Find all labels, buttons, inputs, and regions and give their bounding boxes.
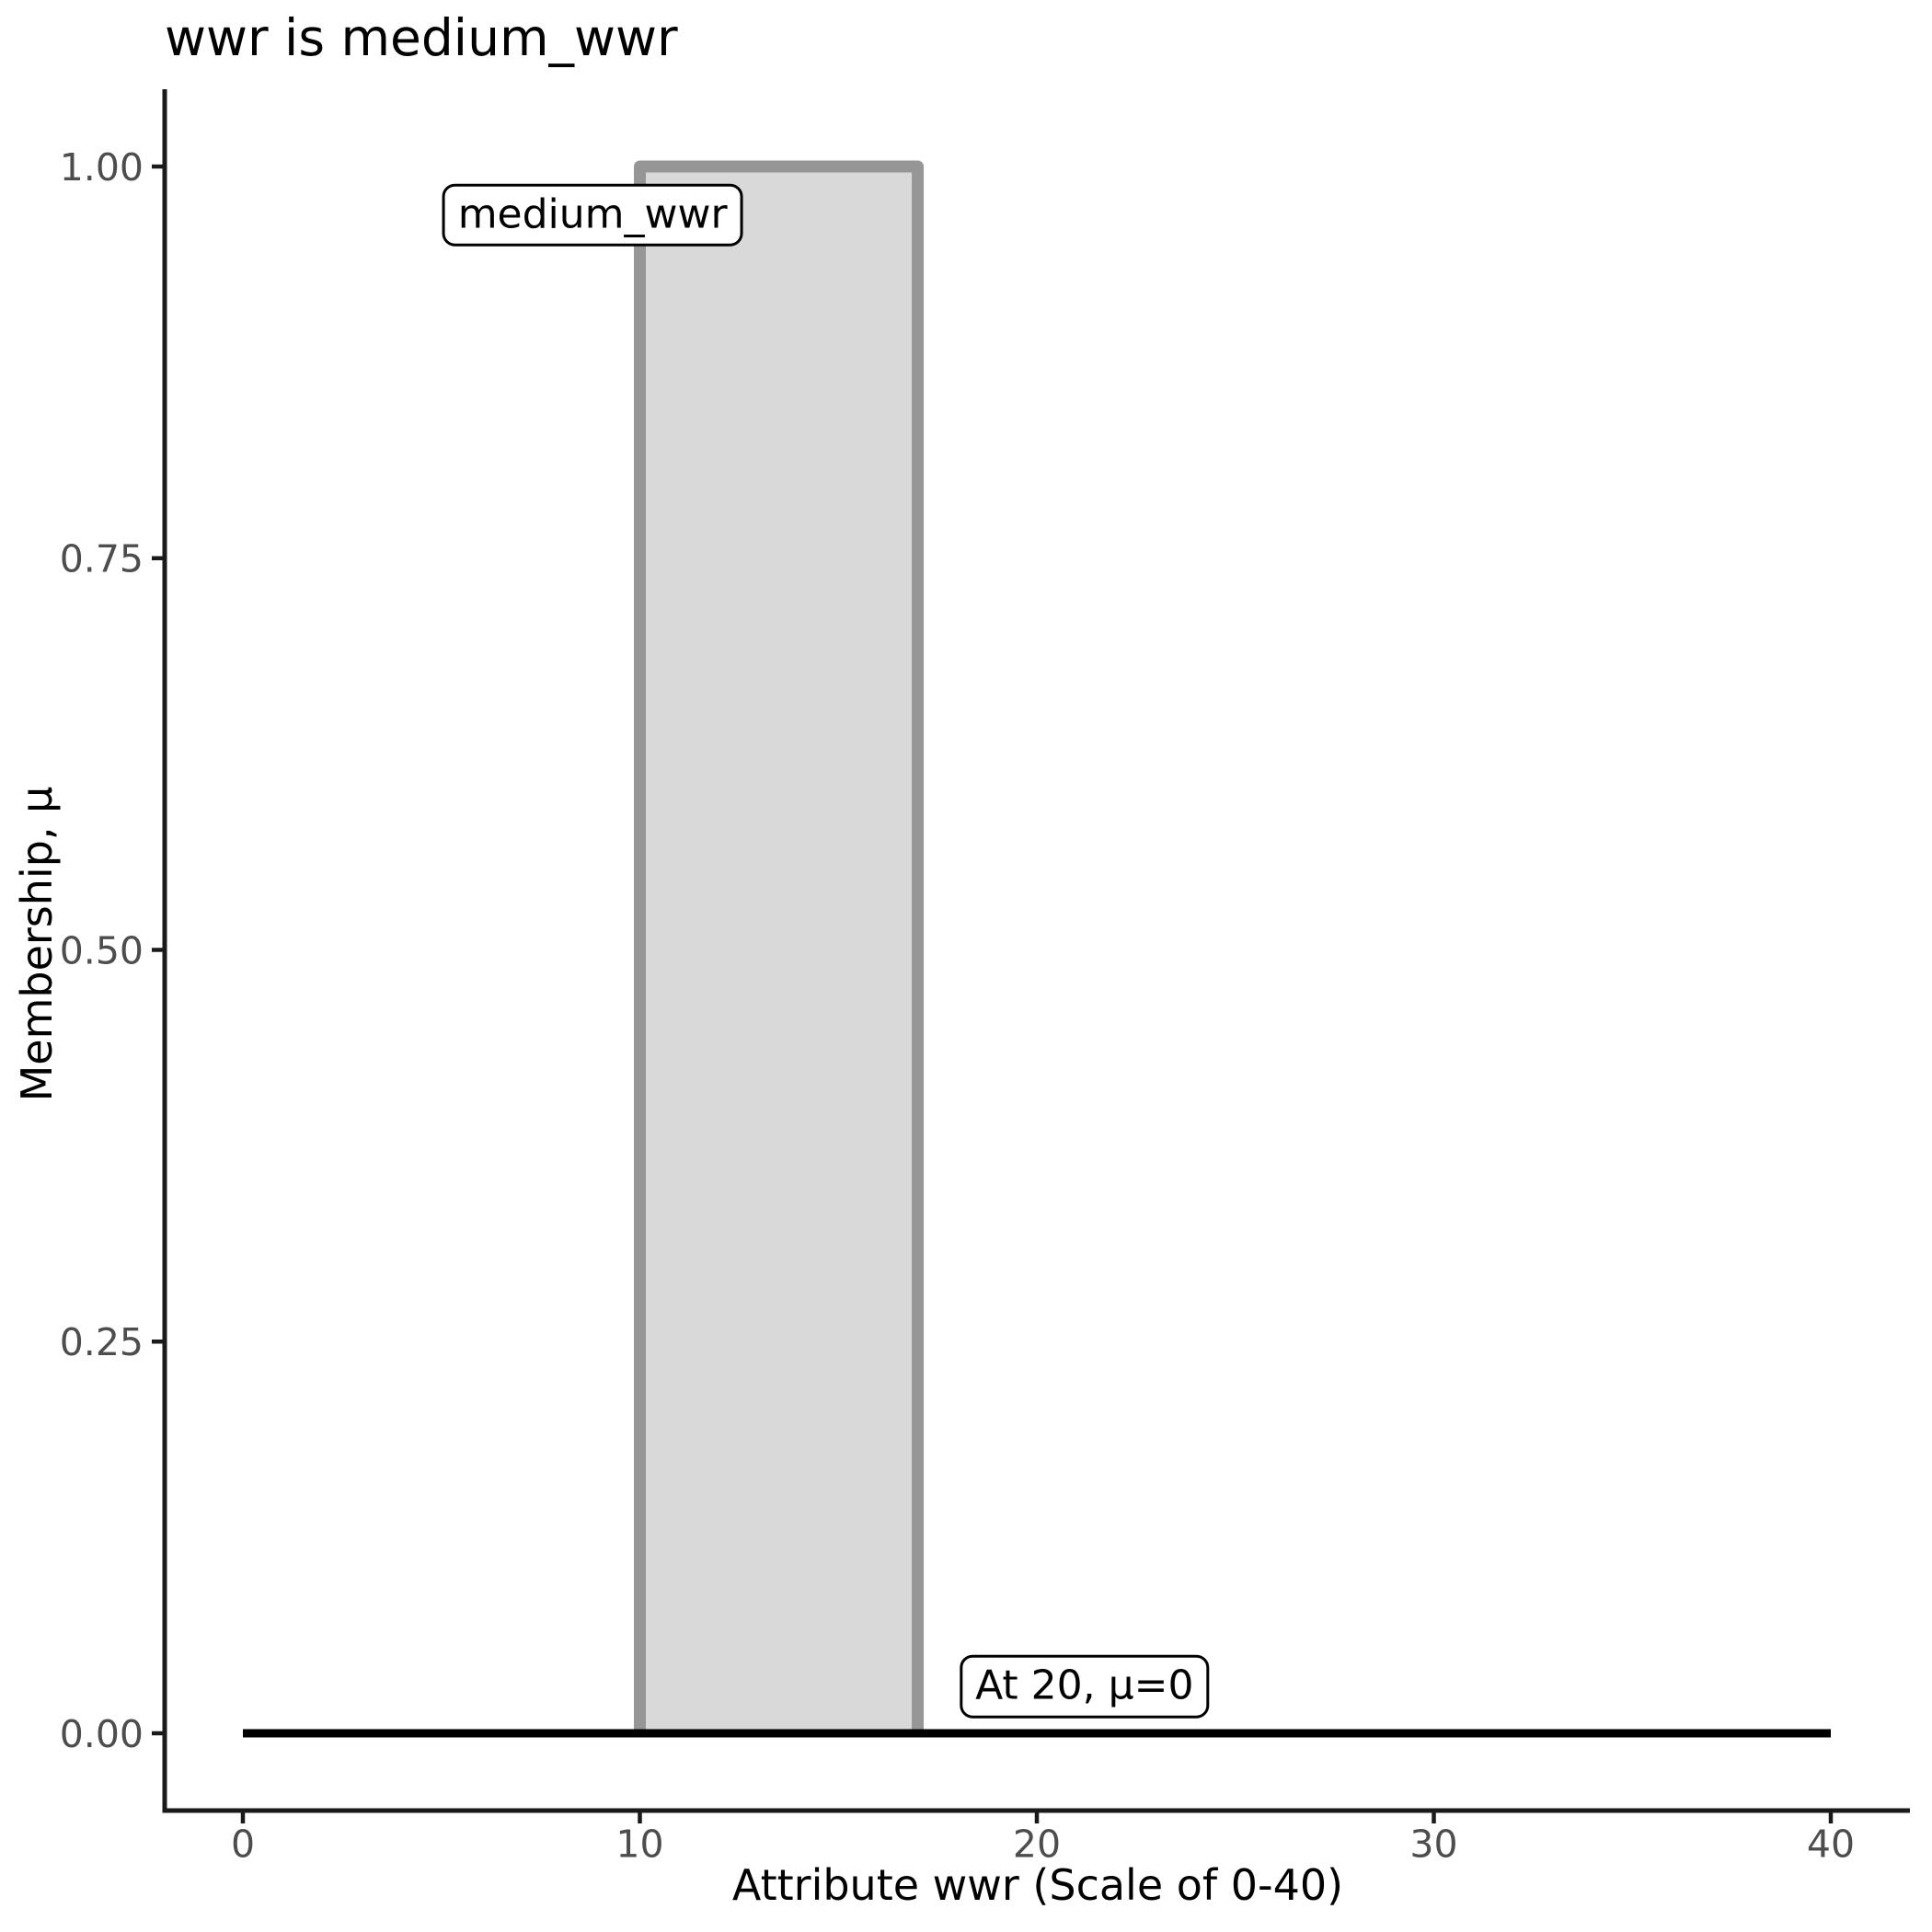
x-tick-label: 20 — [1013, 1822, 1061, 1866]
x-tick-label: 40 — [1807, 1822, 1855, 1866]
chart-title: wwr is medium_wwr — [165, 8, 678, 67]
x-tick-label: 10 — [615, 1822, 663, 1866]
x-tick-label: 30 — [1409, 1822, 1457, 1866]
x-tick-label: 0 — [231, 1822, 255, 1866]
y-tick-label: 0.00 — [60, 1712, 144, 1756]
y-tick-label: 0.50 — [60, 928, 144, 972]
y-tick-label: 0.25 — [60, 1320, 144, 1364]
y-tick-label: 1.00 — [60, 145, 144, 190]
crisp-value-annotation: At 20, μ=0 — [960, 1654, 1210, 1719]
membership-set-label: medium_wwr — [442, 183, 743, 247]
y-tick-label: 0.75 — [60, 537, 144, 581]
membership-area — [634, 160, 925, 1733]
x-axis-title: Attribute wwr (Scale of 0-40) — [731, 1860, 1344, 1910]
